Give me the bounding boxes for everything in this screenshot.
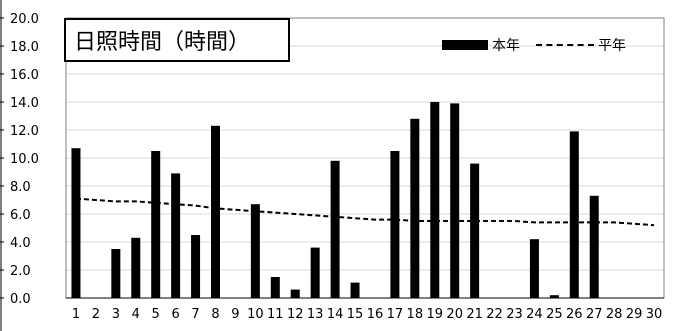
bar-1 xyxy=(71,148,81,298)
x-tick-label: 1 xyxy=(72,307,80,322)
legend-bar-swatch xyxy=(442,40,488,50)
x-tick-label: 6 xyxy=(171,307,179,322)
x-tick-label: 13 xyxy=(307,307,324,322)
x-tick-label: 26 xyxy=(566,307,583,322)
x-tick-label: 21 xyxy=(466,307,483,322)
y-tick-label: 14.0 xyxy=(10,96,39,111)
x-tick-label: 27 xyxy=(586,307,603,322)
x-tick-label: 8 xyxy=(211,307,219,322)
bar-13 xyxy=(310,247,320,298)
x-tick-label: 4 xyxy=(132,307,140,322)
y-tick-label: 0.0 xyxy=(10,292,31,307)
bar-4 xyxy=(131,237,141,298)
x-tick-label: 11 xyxy=(267,307,284,322)
bar-11 xyxy=(270,277,280,298)
x-tick-label: 2 xyxy=(92,307,100,322)
bar-14 xyxy=(330,160,340,298)
bar-18 xyxy=(410,118,420,298)
x-tick-label: 19 xyxy=(426,307,443,322)
x-tick-label: 15 xyxy=(347,307,364,322)
legend-label-current: 本年 xyxy=(492,38,520,54)
bar-6 xyxy=(171,173,181,298)
bar-21 xyxy=(470,163,480,298)
x-tick-label: 16 xyxy=(367,307,384,322)
x-tick-label: 12 xyxy=(287,307,304,322)
x-tick-label: 30 xyxy=(646,307,663,322)
legend-dash-swatch xyxy=(536,44,594,46)
x-tick-label: 5 xyxy=(152,307,160,322)
bar-24 xyxy=(529,239,539,298)
bar-27 xyxy=(589,195,599,298)
bar-20 xyxy=(450,103,460,299)
y-tick-label: 16.0 xyxy=(10,68,39,83)
x-tick-label: 10 xyxy=(247,307,264,322)
y-tick-label: 6.0 xyxy=(10,208,31,223)
x-tick-label: 7 xyxy=(191,307,199,322)
bar-7 xyxy=(191,235,201,298)
y-tick-label: 18.0 xyxy=(10,40,39,55)
bar-19 xyxy=(430,102,440,298)
bar-12 xyxy=(290,289,300,298)
x-tick-label: 18 xyxy=(407,307,424,322)
x-tick-label: 29 xyxy=(626,307,643,322)
y-tick-label: 8.0 xyxy=(10,180,31,195)
x-tick-label: 25 xyxy=(546,307,563,322)
normal-line xyxy=(75,197,655,227)
chart-title: 日照時間（時間） xyxy=(74,30,251,55)
chart-title-box: 日照時間（時間） xyxy=(64,18,290,62)
y-tick-label: 2.0 xyxy=(10,264,31,279)
x-tick-label: 20 xyxy=(446,307,463,322)
bar-17 xyxy=(390,151,400,298)
bar-3 xyxy=(111,249,121,298)
bar-26 xyxy=(569,131,579,298)
bar-5 xyxy=(151,151,161,298)
x-tick-label: 22 xyxy=(486,307,503,322)
x-tick-label: 9 xyxy=(231,307,239,322)
bar-15 xyxy=(350,282,360,298)
x-tick-label: 24 xyxy=(526,307,543,322)
legend-label-normal: 平年 xyxy=(598,38,626,54)
y-tick-label: 12.0 xyxy=(10,124,39,139)
x-tick-label: 23 xyxy=(506,307,523,322)
y-tick-label: 10.0 xyxy=(10,152,39,167)
y-tick-label: 4.0 xyxy=(10,236,31,251)
bar-10 xyxy=(250,204,260,298)
bar-25 xyxy=(549,295,559,298)
legend: 本年 平年 xyxy=(442,35,626,55)
y-tick-label: 20.0 xyxy=(10,12,39,27)
bar-8 xyxy=(211,125,220,298)
x-tick-label: 17 xyxy=(387,307,404,322)
x-tick-label: 14 xyxy=(327,307,344,322)
x-tick-label: 28 xyxy=(606,307,623,322)
x-tick-label: 3 xyxy=(112,307,120,322)
